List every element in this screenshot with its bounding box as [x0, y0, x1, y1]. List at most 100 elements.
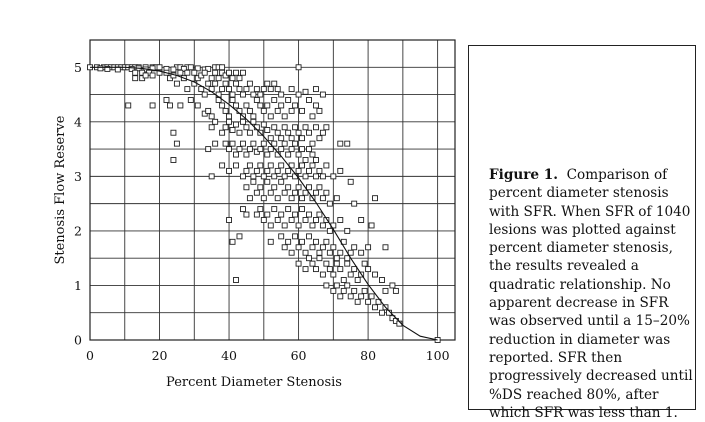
y-tick-label: 0	[74, 333, 82, 348]
data-point	[236, 146, 243, 153]
caption-text: Comparison of percent diameter stenosis …	[489, 167, 693, 421]
data-point	[222, 124, 229, 131]
data-point	[264, 178, 271, 185]
data-point	[292, 102, 299, 109]
data-point	[337, 266, 344, 273]
data-point	[184, 69, 191, 76]
data-point	[236, 129, 243, 136]
data-point	[246, 129, 253, 136]
data-point	[319, 173, 326, 180]
data-point	[351, 287, 358, 294]
data-point	[278, 102, 285, 109]
y-tick-label: 4	[74, 114, 82, 129]
data-point	[226, 113, 232, 120]
data-point	[323, 162, 330, 169]
data-point	[281, 113, 288, 120]
data-point	[229, 75, 236, 82]
data-point	[253, 97, 260, 103]
data-point	[274, 129, 281, 136]
data-point	[309, 260, 316, 267]
data-point	[382, 287, 389, 294]
data-point	[243, 124, 250, 131]
data-point	[267, 238, 274, 245]
data-point	[354, 298, 361, 305]
data-point	[240, 173, 246, 180]
data-point	[361, 287, 368, 294]
data-point	[302, 189, 309, 196]
data-point	[219, 129, 226, 136]
data-point	[302, 157, 309, 163]
data-point	[208, 124, 215, 131]
data-point	[337, 249, 344, 256]
data-point	[299, 107, 305, 114]
x-tick-label: 0	[86, 348, 94, 363]
data-point	[351, 244, 358, 251]
data-point	[306, 97, 312, 103]
data-point	[229, 97, 236, 103]
data-point	[306, 211, 312, 218]
data-point	[219, 102, 226, 109]
data-point	[368, 222, 375, 229]
data-point	[292, 211, 299, 218]
data-point	[267, 222, 274, 229]
data-point	[194, 65, 201, 72]
data-point	[347, 249, 354, 256]
data-point	[278, 233, 285, 240]
data-point	[330, 287, 337, 294]
data-point	[271, 140, 278, 147]
data-point	[285, 129, 292, 136]
data-point	[281, 244, 288, 251]
data-point	[288, 86, 295, 93]
data-point	[292, 189, 299, 196]
data-point	[379, 277, 385, 283]
scatter-chart: 0 20 40 60 80 100 0 1 2 3 4 5 Percent Diameter Sten…	[53, 39, 456, 390]
data-point	[260, 107, 267, 114]
data-point	[330, 173, 337, 180]
data-point	[292, 124, 299, 131]
data-point	[372, 195, 378, 202]
data-point	[257, 184, 264, 191]
data-point	[250, 113, 257, 120]
data-point	[212, 80, 219, 87]
data-point	[392, 287, 399, 294]
data-point	[236, 86, 243, 93]
data-point	[212, 118, 219, 125]
data-point	[267, 162, 274, 169]
data-point	[299, 135, 305, 142]
data-point	[333, 282, 340, 289]
data-point	[285, 238, 292, 245]
data-point	[229, 140, 236, 147]
data-point	[267, 135, 274, 142]
data-point	[253, 86, 260, 93]
data-point	[274, 86, 281, 93]
data-point	[278, 91, 285, 98]
data-point	[316, 167, 323, 174]
data-point	[246, 162, 253, 169]
data-point	[319, 91, 326, 98]
data-point	[295, 167, 302, 174]
data-point	[253, 189, 260, 196]
data-point	[351, 200, 358, 207]
data-point	[299, 238, 305, 245]
data-point	[292, 233, 299, 240]
data-point	[222, 80, 229, 87]
data-point	[222, 107, 229, 114]
data-point	[246, 107, 253, 114]
data-point	[344, 140, 351, 147]
data-point	[372, 304, 378, 311]
data-point	[288, 107, 295, 114]
data-point	[149, 72, 156, 79]
data-point	[285, 184, 292, 191]
data-point	[250, 91, 257, 98]
data-point	[226, 118, 232, 125]
data-point	[142, 72, 149, 79]
data-point	[288, 146, 295, 153]
data-point	[274, 217, 281, 223]
y-tick-label: 5	[74, 60, 82, 75]
data-point	[226, 86, 232, 93]
data-point	[316, 184, 323, 191]
data-point	[264, 167, 271, 174]
data-point	[288, 249, 295, 256]
data-point	[257, 206, 264, 213]
